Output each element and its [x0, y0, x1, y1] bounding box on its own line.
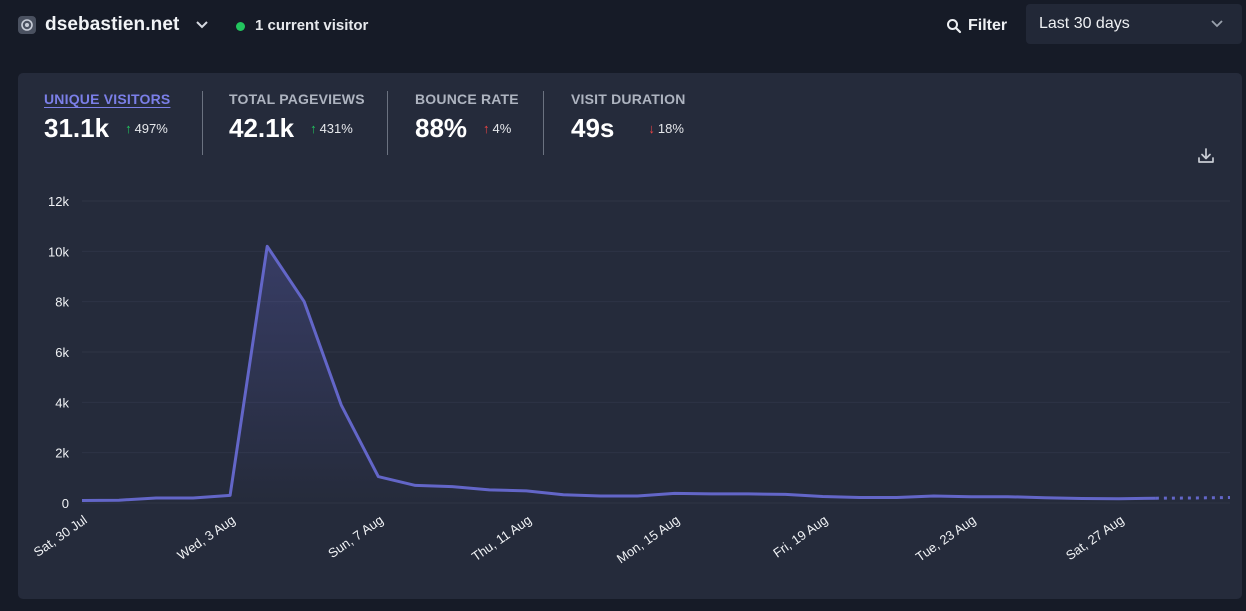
- site-name[interactable]: dsebastien.net: [45, 14, 180, 35]
- chevron-down-icon[interactable]: [195, 18, 209, 32]
- stat-value: 42.1k: [229, 113, 295, 143]
- divider: [543, 91, 544, 155]
- x-tick-label: Tue, 23 Aug: [913, 512, 979, 564]
- x-axis-labels: Sat, 30 Jul Wed, 3 Aug Sun, 7 Aug Thu, 11 A…: [31, 512, 1127, 566]
- stat-value: 88%: [415, 113, 468, 143]
- y-tick-label: 12k: [48, 194, 69, 209]
- y-tick-label: 10k: [48, 244, 69, 259]
- stat-change: ↓ 18%: [648, 121, 684, 136]
- data-point[interactable]: [1187, 492, 1199, 504]
- site-favicon: [18, 16, 36, 34]
- stat-label: BOUNCE RATE: [415, 91, 519, 107]
- stat-value: 49s: [571, 113, 615, 143]
- stat-change: ↑ 4%: [483, 121, 512, 136]
- data-point[interactable]: [817, 490, 829, 502]
- arrow-down-icon: ↓: [648, 121, 655, 136]
- x-tick-label: Wed, 3 Aug: [174, 512, 237, 563]
- y-axis-labels: 0 2k 4k 6k 8k 10k 12k: [48, 194, 69, 511]
- data-point[interactable]: [928, 490, 940, 502]
- data-point[interactable]: [891, 491, 903, 503]
- y-tick-label: 8k: [55, 295, 69, 310]
- x-tick-label: Mon, 15 Aug: [614, 512, 682, 566]
- top-bar: dsebastien.net 1 current visitor Filter …: [0, 0, 1246, 52]
- stat-value: 31.1k: [44, 113, 110, 143]
- stat-bounce-rate[interactable]: BOUNCE RATE 88% ↑ 4%: [415, 91, 519, 144]
- live-indicator-icon: [236, 22, 245, 31]
- stat-total-pageviews[interactable]: TOTAL PAGEVIEWS 42.1k ↑ 431%: [229, 91, 365, 144]
- stat-label: UNIQUE VISITORS: [44, 91, 171, 107]
- data-point[interactable]: [594, 490, 606, 502]
- data-point[interactable]: [298, 296, 310, 308]
- data-point[interactable]: [483, 484, 495, 496]
- stat-label: TOTAL PAGEVIEWS: [229, 91, 365, 107]
- data-point[interactable]: [557, 489, 569, 501]
- stats-panel: UNIQUE VISITORS 31.1k ↑ 497% TOTAL PAGEVI…: [18, 73, 1242, 599]
- arrow-up-icon: ↑: [125, 121, 132, 136]
- current-visitors[interactable]: 1 current visitor: [255, 17, 369, 34]
- y-tick-label: 4k: [55, 395, 69, 410]
- data-point[interactable]: [1076, 492, 1088, 504]
- x-tick-label: Sun, 7 Aug: [325, 512, 386, 561]
- divider: [387, 91, 388, 155]
- data-point[interactable]: [409, 479, 421, 491]
- data-point[interactable]: [1224, 491, 1236, 503]
- filter-button[interactable]: Filter: [940, 8, 1010, 44]
- x-tick-label: Sat, 27 Aug: [1063, 512, 1127, 563]
- data-point[interactable]: [780, 488, 792, 500]
- period-label: Last 30 days: [1039, 15, 1130, 32]
- stat-change: ↑ 497%: [125, 121, 168, 136]
- data-point[interactable]: [1002, 491, 1014, 503]
- x-tick-label: Fri, 19 Aug: [770, 512, 830, 560]
- data-point[interactable]: [335, 399, 347, 411]
- y-tick-label: 6k: [55, 345, 69, 360]
- data-point[interactable]: [1150, 492, 1162, 504]
- stat-unique-visitors[interactable]: UNIQUE VISITORS 31.1k ↑ 497%: [44, 91, 170, 144]
- arrow-up-icon: ↑: [483, 121, 490, 136]
- data-point[interactable]: [1113, 493, 1125, 505]
- x-tick-label: Thu, 11 Aug: [469, 512, 534, 564]
- data-point[interactable]: [76, 494, 88, 506]
- stat-change: ↑ 431%: [310, 121, 353, 136]
- period-select[interactable]: Last 30 days: [1026, 4, 1242, 44]
- data-point[interactable]: [446, 481, 458, 493]
- data-point[interactable]: [743, 488, 755, 500]
- chevron-down-icon: [1211, 20, 1223, 28]
- data-point[interactable]: [520, 485, 532, 497]
- data-point[interactable]: [113, 494, 125, 506]
- data-point[interactable]: [669, 487, 681, 499]
- y-tick-label: 0: [62, 496, 69, 511]
- stat-visit-duration[interactable]: VISIT DURATION 49s ↓ 18%: [571, 91, 686, 144]
- data-point[interactable]: [187, 492, 199, 504]
- data-point[interactable]: [372, 471, 384, 483]
- data-point[interactable]: [706, 488, 718, 500]
- data-point[interactable]: [854, 491, 866, 503]
- data-point[interactable]: [150, 492, 162, 504]
- filter-label: Filter: [968, 17, 1008, 34]
- search-icon: [947, 19, 962, 34]
- stat-label: VISIT DURATION: [571, 91, 686, 107]
- divider: [202, 91, 203, 155]
- visitors-line: [81, 244, 1156, 502]
- data-point[interactable]: [631, 490, 643, 502]
- download-icon[interactable]: [1196, 146, 1216, 166]
- arrow-up-icon: ↑: [310, 121, 317, 136]
- data-point[interactable]: [224, 489, 236, 501]
- x-tick-label: Sat, 30 Jul: [31, 512, 90, 560]
- data-point[interactable]: [261, 240, 273, 252]
- visitors-area: [82, 246, 1230, 504]
- data-point[interactable]: [1039, 492, 1051, 504]
- data-point[interactable]: [965, 491, 977, 503]
- y-tick-label: 2k: [55, 446, 69, 461]
